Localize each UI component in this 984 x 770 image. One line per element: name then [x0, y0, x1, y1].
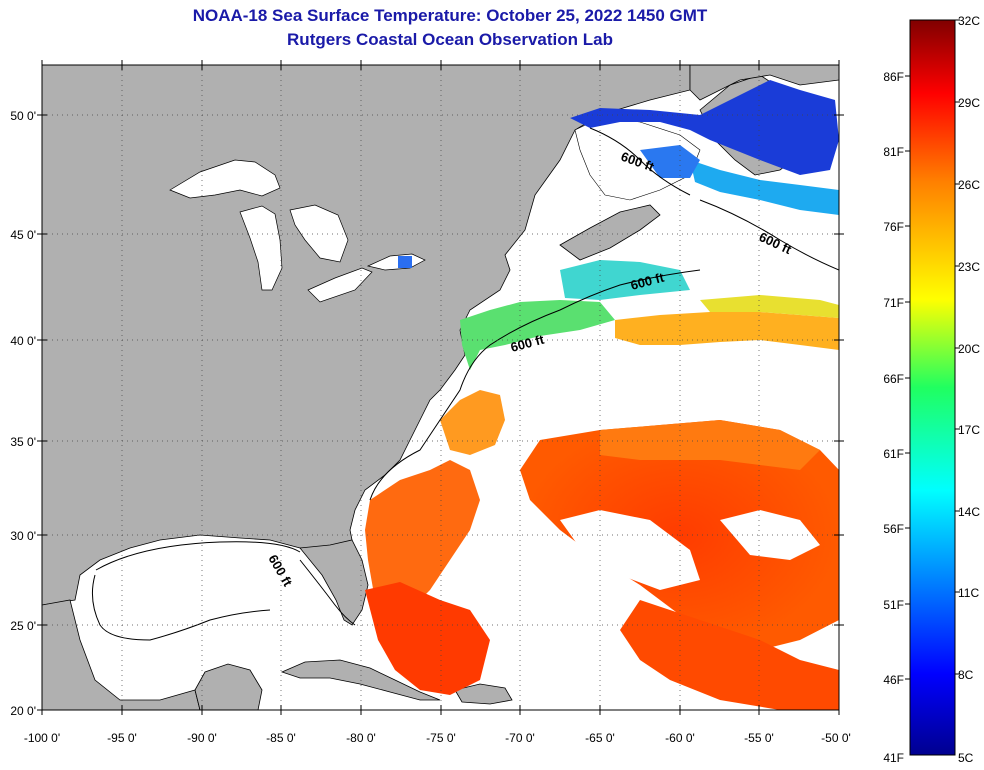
- y-tick-label: 50 0': [10, 109, 36, 123]
- x-tick-label: -100 0': [24, 731, 60, 745]
- map-subtitle: Rutgers Coastal Ocean Observation Lab: [287, 30, 613, 49]
- x-tick-label: -80 0': [346, 731, 376, 745]
- y-tick-label: 40 0': [10, 334, 36, 348]
- sst-cyan-north: [690, 160, 839, 215]
- sst-green-shelf: [460, 300, 615, 370]
- sst-yellow-band: [700, 295, 839, 318]
- temperature-colorbar: [909, 19, 956, 756]
- sst-cool-shelf: [560, 260, 690, 300]
- cloud-mask-2: [560, 510, 700, 590]
- x-tick-label: -50 0': [821, 731, 851, 745]
- colorbar-f-label: 56F: [883, 522, 904, 536]
- cloud-mask-1: [540, 350, 839, 420]
- colorbar-c-label: 11C: [958, 586, 979, 600]
- x-tick-label: -55 0': [744, 731, 774, 745]
- sst-warm-bahamas: [365, 582, 490, 695]
- colorbar-c-label: 32C: [958, 14, 980, 28]
- colorbar-c-label: 26C: [958, 178, 980, 192]
- colorbar-f-label: 61F: [883, 447, 904, 461]
- sst-warm-south: [620, 600, 839, 710]
- depth-contour-600ft: [299, 559, 356, 626]
- land-mexico: [42, 599, 201, 710]
- colorbar-c-label: 17C: [958, 423, 980, 437]
- land-nova-scotia: [559, 204, 661, 261]
- sst-cold-north: [570, 80, 839, 175]
- y-tick-label: 30 0': [10, 529, 36, 543]
- colorbar-f-label: 66F: [883, 372, 904, 386]
- colorbar-f-label: 46F: [883, 673, 904, 687]
- cloud-mask-3: [720, 510, 820, 560]
- depth-contour-600ft: [369, 269, 701, 501]
- colorbar-c-label: 14C: [958, 505, 980, 519]
- lake-superior: [169, 159, 281, 199]
- y-tick-label: 35 0': [10, 435, 36, 449]
- colorbar-ticks: [905, 19, 960, 680]
- colorbar-f-label: 76F: [883, 220, 904, 234]
- colorbar-f-label: 41F: [883, 751, 904, 765]
- x-axis: [41, 60, 840, 715]
- colorbar-c-label: 23C: [958, 260, 980, 274]
- colorbar-f-label: 81F: [883, 145, 904, 159]
- depth-contour-600ft: [589, 127, 691, 196]
- colorbar-c-label: 5C: [958, 751, 974, 765]
- colorbar-f-label: 86F: [883, 70, 904, 84]
- lake-erie: [307, 267, 373, 303]
- land-hispaniola: [454, 683, 513, 705]
- colorbar-f-label: 51F: [883, 598, 904, 612]
- lake-huron: [289, 204, 349, 263]
- sst-blue-mid: [640, 145, 700, 178]
- y-tick-label: 20 0': [10, 704, 36, 718]
- y-tick-label: 25 0': [10, 619, 36, 633]
- lake-ontario-sst: [398, 256, 412, 268]
- land-florida: [299, 539, 369, 626]
- x-tick-label: -90 0': [187, 731, 217, 745]
- x-tick-label: -65 0': [585, 731, 615, 745]
- colorbar-c-label: 20C: [958, 342, 980, 356]
- y-tick-label: 45 0': [10, 228, 36, 242]
- x-tick-label: -95 0': [107, 731, 137, 745]
- x-tick-label: -85 0': [266, 731, 296, 745]
- colorbar-f-label: 71F: [883, 296, 904, 310]
- colorbar-c-label: 8C: [958, 668, 974, 682]
- sst-warm-orange-top: [600, 420, 820, 470]
- sst-warm-east: [520, 420, 839, 650]
- depth-contour-600ft: [91, 574, 271, 641]
- x-tick-label: -70 0': [505, 731, 535, 745]
- depth-contour-600ft: [699, 199, 839, 271]
- map-title: NOAA-18 Sea Surface Temperature: October…: [192, 6, 708, 25]
- land-labrador: [689, 65, 839, 101]
- sst-warm-band: [615, 312, 839, 350]
- x-tick-label: -60 0': [665, 731, 695, 745]
- sst-warm-orange-coast: [440, 390, 505, 455]
- land-yucatan: [194, 663, 263, 710]
- lake-michigan: [239, 205, 283, 291]
- x-tick-label: -75 0': [426, 731, 456, 745]
- colorbar-c-label: 29C: [958, 96, 980, 110]
- depth-contour-600ft: [95, 541, 301, 571]
